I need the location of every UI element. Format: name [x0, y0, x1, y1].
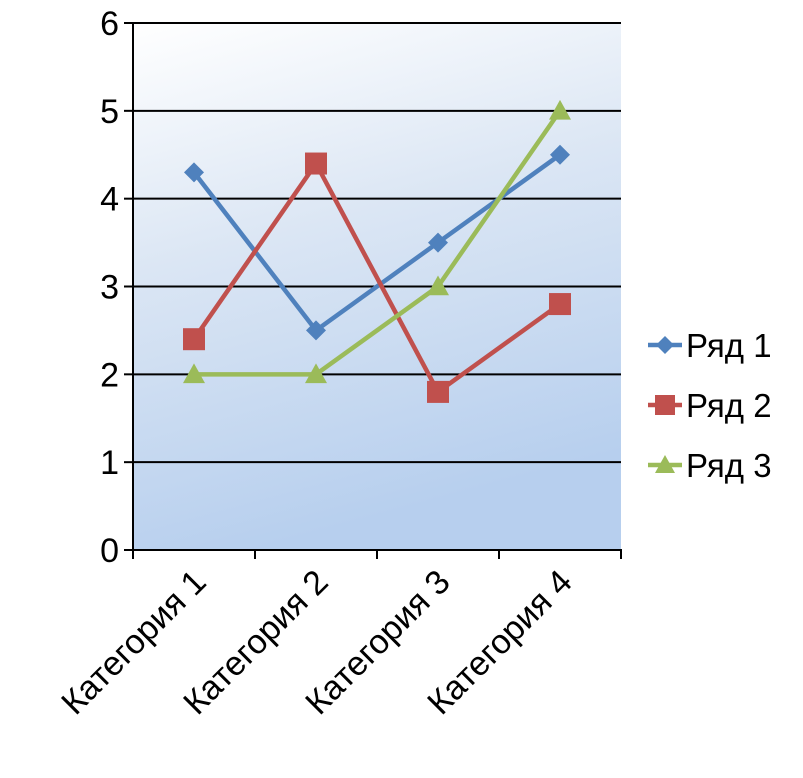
axes [124, 22, 622, 559]
series-line [192, 161, 562, 395]
series-triangle [183, 99, 571, 384]
data-point-marker [549, 293, 571, 316]
data-point-marker [427, 380, 449, 403]
data-point-marker [655, 395, 675, 415]
series-group [183, 99, 571, 403]
y-tick-label: 4 [100, 181, 119, 219]
y-tick-label: 5 [100, 93, 119, 131]
legend-label: Ряд 2 [686, 387, 772, 424]
legend: Ряд 1 Ряд 2 Ряд 3 [648, 327, 772, 484]
data-point-marker [184, 162, 204, 183]
y-axis-ticks: 0 1 2 3 4 5 6 [100, 5, 119, 570]
data-point-marker [305, 363, 327, 384]
data-point-marker [656, 336, 674, 354]
series-line [194, 109, 562, 377]
series-square [183, 152, 571, 403]
legend-label: Ряд 3 [686, 447, 772, 484]
data-point-marker [306, 320, 326, 341]
legend-entry: Ряд 2 [648, 387, 772, 424]
data-point-marker [183, 328, 205, 351]
data-point-marker [183, 363, 205, 384]
y-tick-label: 6 [100, 5, 119, 43]
legend-entry: Ряд 3 [648, 447, 772, 484]
data-point-marker [549, 99, 571, 120]
data-point-marker [428, 232, 448, 253]
y-tick-label: 0 [100, 532, 119, 570]
data-point-marker [305, 152, 327, 175]
legend-label: Ряд 1 [686, 327, 772, 364]
data-point-marker [655, 455, 675, 473]
y-tick-label: 2 [100, 356, 119, 394]
y-tick-label: 3 [100, 269, 119, 307]
y-tick-label: 1 [100, 444, 119, 482]
legend-entry: Ряд 1 [648, 327, 772, 364]
data-point-marker [427, 275, 449, 296]
data-point-marker [550, 144, 570, 165]
